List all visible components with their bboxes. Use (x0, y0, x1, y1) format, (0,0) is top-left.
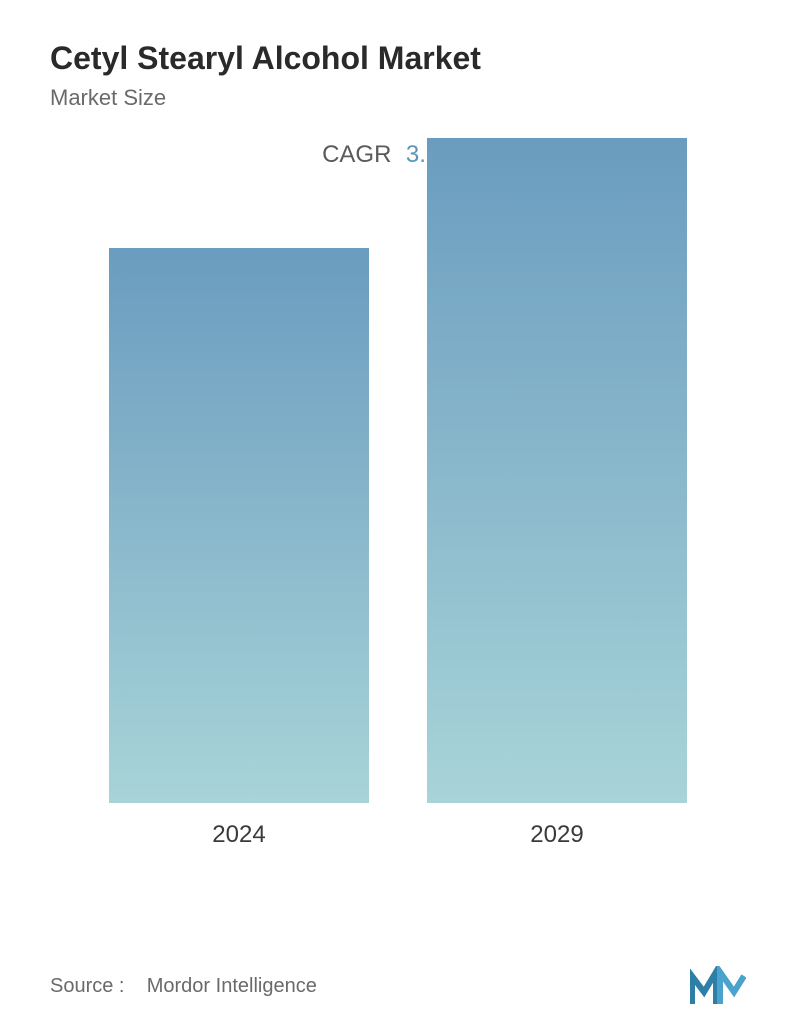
source-name: Mordor Intelligence (147, 975, 317, 997)
logo-icon (690, 966, 746, 1006)
chart-area: 2024 2029 (50, 179, 746, 899)
bar-2024 (109, 248, 369, 803)
chart-title: Cetyl Stearyl Alcohol Market (50, 40, 746, 77)
bar-label-2024: 2024 (212, 821, 265, 849)
bar-group-2024: 2024 (109, 248, 369, 849)
bar-label-2029: 2029 (530, 821, 583, 849)
source-text: Source : Mordor Intelligence (50, 975, 317, 998)
source-label: Source : (50, 975, 124, 997)
bars-container: 2024 2029 (50, 179, 746, 849)
bar-2029 (427, 138, 687, 803)
chart-subtitle: Market Size (50, 85, 746, 111)
bar-group-2029: 2029 (427, 138, 687, 849)
footer: Source : Mordor Intelligence (50, 966, 746, 1006)
cagr-label: CAGR (322, 141, 391, 168)
